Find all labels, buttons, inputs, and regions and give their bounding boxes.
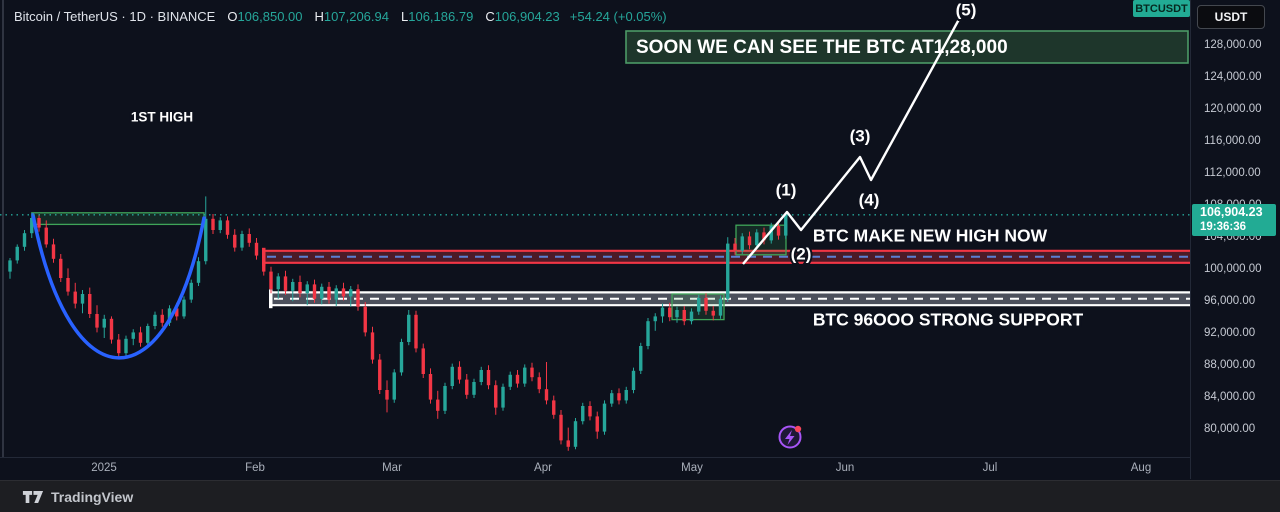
change-value: +54.24 (+0.05%) (569, 9, 667, 24)
wave-label-1[interactable]: (1) (774, 178, 799, 201)
price-tick-label: 92,000.00 (1204, 327, 1256, 339)
price-tick-label: 116,000.00 (1204, 135, 1261, 147)
resistance-zone-101k-102k[interactable] (262, 247, 1190, 266)
time-tick-mar: Mar (382, 462, 402, 474)
first-high-label[interactable]: 1ST HIGH (129, 108, 195, 127)
wave-label-5[interactable]: (5) (954, 0, 979, 21)
price-tick-label: 88,000.00 (1204, 359, 1256, 371)
price-tick-label: 128,000.00 (1204, 39, 1262, 51)
time-tick-jul: Jul (982, 462, 998, 474)
currency-toggle-button[interactable]: USDT (1197, 5, 1265, 29)
price-target-banner[interactable]: SOON WE CAN SEE THE BTC AT1,28,000 (625, 30, 1189, 64)
price-tick-label: 96,000.00 (1204, 295, 1256, 307)
time-tick-feb: Feb (245, 462, 265, 474)
price-chart[interactable]: SOON WE CAN SEE THE BTC AT1,28,000 (1) (2)… (0, 0, 1190, 457)
chart-event-icon[interactable] (778, 425, 802, 449)
ohlc-low: L106,186.79 (401, 9, 474, 24)
support-zone-96k[interactable] (269, 289, 1190, 309)
price-tick-label: 124,000.00 (1204, 71, 1262, 83)
current-price-value: 106,904.23 (1200, 205, 1263, 219)
new-high-label[interactable]: BTC MAKE NEW HIGH NOW (811, 224, 1050, 248)
current-price-tag: 106,904.23 19:36:36 (1192, 204, 1276, 236)
symbol-header[interactable]: Bitcoin / TetherUS · 1D · BINANCE O106,8… (14, 9, 667, 24)
price-tick-label: 80,000.00 (1204, 423, 1256, 435)
chart-pane: SOON WE CAN SEE THE BTC AT1,28,000 (1) (2)… (0, 0, 1190, 457)
tradingview-logo-icon (22, 491, 44, 503)
first-high-box[interactable] (31, 212, 205, 226)
ohlc-high: H107,206.94 (314, 9, 389, 24)
candlestick-series (8, 196, 788, 451)
strong-support-label[interactable]: BTC 96OOO STRONG SUPPORT (811, 308, 1086, 332)
ohlc-open: O106,850.00 (227, 9, 303, 24)
price-tick-label: 100,000.00 (1204, 263, 1262, 275)
time-tick-may: May (681, 462, 703, 474)
cup-pattern-curve[interactable] (31, 213, 206, 360)
ohlc-close: C106,904.23 (485, 9, 560, 24)
time-tick-2025: 2025 (91, 462, 117, 474)
wave-label-3[interactable]: (3) (848, 124, 873, 147)
time-tick-aug: Aug (1130, 462, 1152, 474)
wave-label-2[interactable]: (2) (789, 242, 814, 265)
symbol-price-label-chip: BTCUSDT (1133, 0, 1190, 17)
price-tick-label: 84,000.00 (1204, 391, 1256, 403)
time-tick-jun: Jun (835, 462, 855, 474)
countdown-timer: 19:36:36 (1200, 221, 1247, 233)
symbol-title[interactable]: Bitcoin / TetherUS · 1D · BINANCE (14, 9, 216, 24)
wave-label-4[interactable]: (4) (857, 188, 882, 211)
pane-left-edge (2, 0, 4, 457)
wave-projection-line[interactable] (742, 11, 965, 265)
banner-text: SOON WE CAN SEE THE BTC AT1,28,000 (636, 37, 1008, 58)
price-axis[interactable]: USDT 128,000.00 124,000.00 120,000.00 116,0… (1190, 0, 1280, 479)
brand-text: TradingView (51, 489, 134, 505)
time-tick-apr: Apr (534, 462, 552, 474)
bottom-toolbar: TradingView (0, 480, 1280, 512)
time-axis[interactable]: 2025 Feb Mar Apr May Jun Jul Aug (0, 457, 1190, 480)
price-tick-label: 112,000.00 (1204, 167, 1261, 179)
tradingview-brand-link[interactable]: TradingView (22, 489, 133, 505)
price-tick-label: 120,000.00 (1204, 103, 1262, 115)
